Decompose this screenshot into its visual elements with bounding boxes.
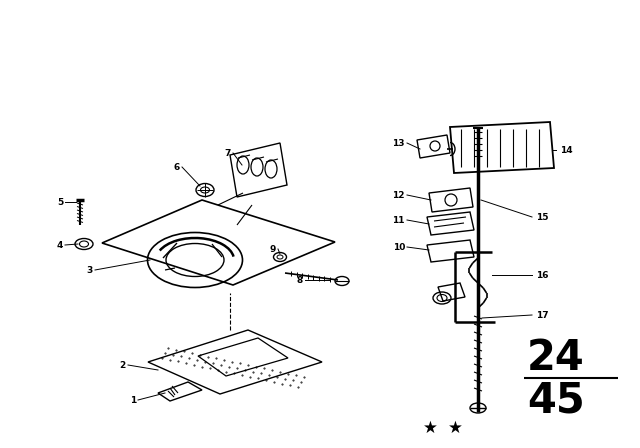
Text: 5: 5	[57, 198, 63, 207]
Text: 15: 15	[536, 212, 548, 221]
Text: 24: 24	[527, 337, 585, 379]
Text: 17: 17	[536, 310, 548, 319]
Text: 4: 4	[56, 241, 63, 250]
Text: 45: 45	[527, 379, 585, 421]
Text: 12: 12	[392, 190, 405, 199]
Text: 10: 10	[392, 242, 405, 251]
Text: 7: 7	[225, 148, 231, 158]
Text: 2: 2	[120, 361, 126, 370]
Text: 8: 8	[297, 276, 303, 284]
Text: 3: 3	[87, 266, 93, 275]
Text: ★: ★	[447, 419, 463, 437]
Text: 11: 11	[392, 215, 405, 224]
Text: 14: 14	[560, 146, 573, 155]
Text: 16: 16	[536, 271, 548, 280]
Text: 9: 9	[269, 245, 276, 254]
Text: 13: 13	[392, 138, 405, 147]
Text: 1: 1	[130, 396, 136, 405]
Text: 6: 6	[173, 163, 180, 172]
Text: ★: ★	[422, 419, 437, 437]
